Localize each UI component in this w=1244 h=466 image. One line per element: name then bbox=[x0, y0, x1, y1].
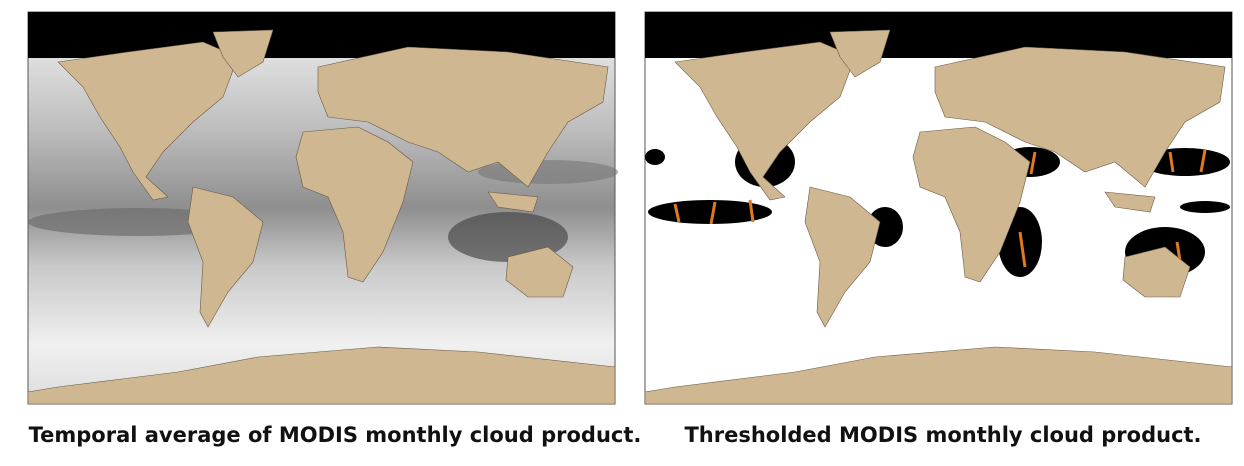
thresholded-map bbox=[644, 11, 1233, 405]
no-data-band bbox=[645, 12, 1232, 58]
no-data-band bbox=[28, 12, 615, 58]
caption: Thresholded MODIS monthly cloud product. bbox=[684, 423, 1201, 447]
cloud-average-map bbox=[27, 11, 618, 405]
cloud-band bbox=[478, 160, 618, 184]
caption: Temporal average of MODIS monthly cloud … bbox=[29, 423, 642, 447]
